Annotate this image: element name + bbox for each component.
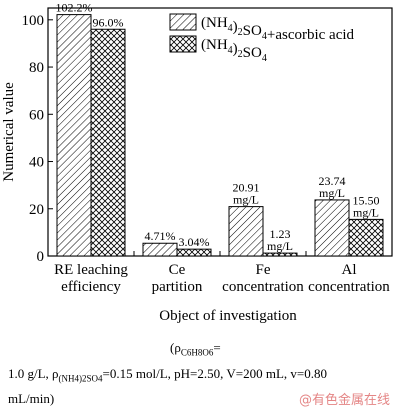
- x-tick-label: concentration: [308, 279, 390, 295]
- data-label: 20.91: [233, 181, 260, 195]
- axes: 0 20 40 60 80 100 Numerical value RE leachingef…: [1, 7, 393, 324]
- x-tick-label: Al: [342, 262, 357, 278]
- legend: (NH4)2SO4+ascorbic acid(NH4)2SO4: [169, 13, 355, 64]
- bar: [314, 199, 350, 257]
- bar: [228, 206, 264, 257]
- x-tick-label: partition: [152, 279, 203, 295]
- data-label: 4.71%: [145, 229, 176, 243]
- data-label: 1.23: [270, 227, 291, 241]
- data-label: 96.0%: [93, 15, 124, 29]
- bar: [90, 28, 126, 257]
- y-tick-label: 80: [29, 60, 44, 76]
- data-label: mg/L: [267, 239, 293, 253]
- caption-line-2: 1.0 g/L, ρ(NH4)2SO4=0.15 mol/L, pH=2.50,…: [8, 366, 327, 384]
- bar: [142, 242, 178, 257]
- y-tick-label: 40: [29, 155, 44, 171]
- caption-line-3: mL/min): [8, 391, 55, 406]
- y-tick-label: 100: [22, 13, 45, 29]
- bars: 102.2%4.71%20.91mg/L23.74mg/L96.0%3.04%1…: [56, 1, 384, 257]
- bar: [262, 252, 298, 257]
- data-label: mg/L: [233, 193, 259, 207]
- y-axis-label: Numerical value: [1, 82, 17, 182]
- data-label: 23.74: [319, 174, 346, 188]
- bar: [56, 14, 92, 257]
- x-tick-label: efficiency: [61, 279, 121, 295]
- y-tick-label: 60: [29, 107, 44, 123]
- legend-swatch: [169, 35, 197, 53]
- watermark: @有色金属在线: [298, 393, 390, 408]
- caption-line-1: (ρC6H8O6=: [170, 340, 221, 358]
- x-tick-label: RE leaching: [54, 262, 128, 278]
- bar: [176, 248, 212, 257]
- y-tick-label: 0: [37, 249, 45, 265]
- data-label: mg/L: [319, 186, 345, 200]
- data-label: mg/L: [353, 205, 379, 219]
- legend-label: (NH4)2SO4: [201, 37, 267, 64]
- data-label: 15.50: [353, 193, 380, 207]
- bar-chart: 0 20 40 60 80 100 Numerical value RE leachingef…: [1, 1, 393, 324]
- data-label: 102.2%: [56, 1, 93, 15]
- x-tick-label: Ce: [169, 262, 186, 278]
- legend-swatch: [169, 13, 197, 31]
- data-label: 3.04%: [179, 235, 210, 249]
- x-axis-label: Object of investigation: [159, 308, 297, 324]
- x-tick-label: concentration: [222, 279, 304, 295]
- y-tick-label: 20: [29, 202, 44, 218]
- bar: [348, 218, 384, 257]
- legend-label: (NH4)2SO4+ascorbic acid: [201, 15, 355, 43]
- x-tick-label: Fe: [256, 262, 271, 278]
